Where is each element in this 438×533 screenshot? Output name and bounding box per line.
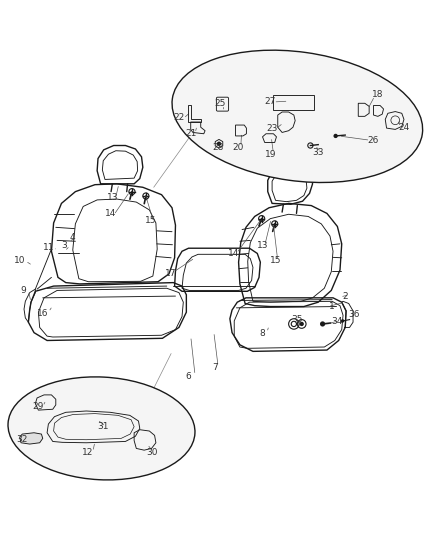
Text: 10: 10 — [14, 256, 25, 265]
Text: 1: 1 — [329, 302, 335, 311]
Text: 34: 34 — [331, 317, 342, 326]
Text: 14: 14 — [228, 249, 239, 258]
Text: 22: 22 — [173, 113, 184, 122]
Circle shape — [320, 321, 325, 327]
Text: 36: 36 — [348, 310, 360, 319]
Ellipse shape — [172, 50, 423, 182]
Text: 16: 16 — [37, 309, 49, 318]
Text: 2: 2 — [343, 293, 348, 302]
Text: 31: 31 — [97, 422, 109, 431]
Text: 20: 20 — [232, 143, 244, 152]
Text: 26: 26 — [367, 136, 378, 145]
Text: 29: 29 — [33, 402, 44, 411]
Text: 24: 24 — [398, 123, 410, 132]
Circle shape — [341, 319, 344, 322]
Text: 19: 19 — [265, 150, 276, 159]
Text: 13: 13 — [106, 193, 118, 202]
Text: 8: 8 — [260, 329, 265, 338]
Text: 14: 14 — [106, 209, 117, 218]
Text: 11: 11 — [42, 243, 54, 252]
Text: 28: 28 — [212, 143, 223, 152]
Circle shape — [300, 322, 304, 326]
Text: 23: 23 — [267, 125, 278, 133]
Text: 32: 32 — [17, 435, 28, 444]
Text: 35: 35 — [292, 315, 303, 324]
Text: 27: 27 — [265, 96, 276, 106]
Polygon shape — [20, 433, 43, 444]
Text: 18: 18 — [372, 90, 384, 99]
Text: 30: 30 — [146, 448, 157, 457]
Text: 6: 6 — [186, 372, 191, 381]
Text: 17: 17 — [165, 269, 176, 278]
Text: 9: 9 — [20, 286, 26, 295]
Text: 7: 7 — [212, 363, 218, 372]
Circle shape — [217, 142, 221, 146]
Text: 33: 33 — [312, 148, 324, 157]
Text: 13: 13 — [257, 241, 268, 250]
Circle shape — [333, 134, 338, 138]
Text: 15: 15 — [145, 216, 156, 225]
Text: 25: 25 — [215, 99, 226, 108]
Text: 15: 15 — [270, 256, 281, 265]
Text: 3: 3 — [62, 241, 67, 250]
Ellipse shape — [8, 377, 195, 480]
Text: 21: 21 — [185, 130, 197, 138]
Text: 12: 12 — [82, 448, 93, 457]
Text: 4: 4 — [70, 233, 75, 242]
